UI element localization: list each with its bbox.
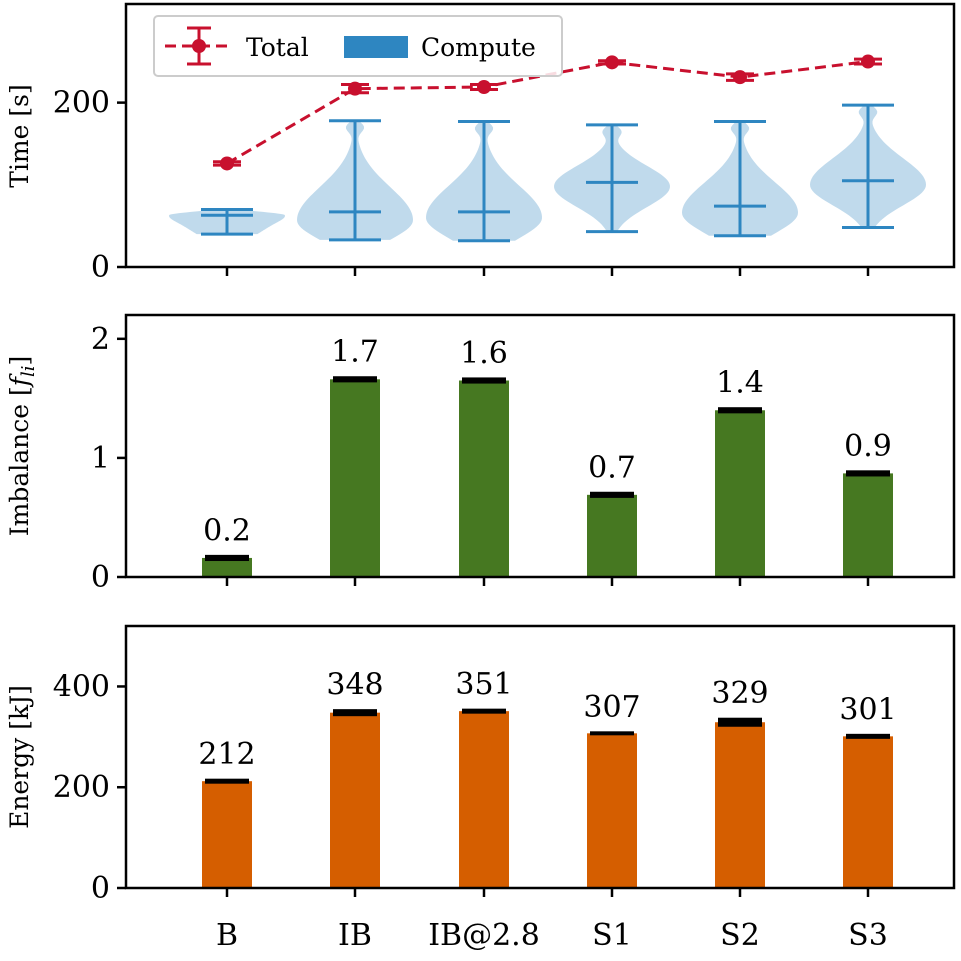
xtick-label: B (216, 918, 238, 953)
energy-panel: 212 348 351 307 329 301 0 200 400 B IB IB@2.8 S1 S2… (5, 624, 956, 953)
bar-value-label: 1.4 (716, 366, 764, 401)
time-panel: 0 200 Time [s] Total Compute (5, 2, 956, 285)
ytick-label: 200 (53, 770, 110, 805)
legend-total-label: Total (246, 33, 309, 62)
ytick-label: 400 (53, 669, 110, 704)
bar (587, 733, 637, 888)
imbalance-marks: 0.2 1.7 1.6 0.7 1.4 0.9 (202, 335, 893, 577)
bar-errorbar (846, 733, 890, 739)
legend-total-swatch (165, 26, 233, 66)
bar-errorbar (718, 717, 762, 727)
time-yticks: 0 200 (53, 86, 126, 285)
imbalance-yticks: 0 1 2 (91, 322, 126, 595)
energy-marks: 212 348 351 307 329 301 (198, 667, 897, 888)
imbalance-axis-label-text: Imbalance [ (5, 386, 34, 536)
energy-yticks: 0 200 400 (53, 669, 126, 906)
bar-value-label: 348 (326, 668, 383, 703)
total-point (733, 70, 747, 85)
imbalance-plot-frame (124, 313, 956, 579)
time-legend: Total Compute (153, 15, 563, 77)
imbalance-axis-label-subscript: li (18, 365, 39, 377)
time-marks (169, 54, 926, 243)
ytick-label: 200 (53, 86, 110, 121)
bar-value-label: 212 (198, 737, 255, 772)
imbalance-xticks (225, 577, 870, 586)
xtick-label: S1 (592, 918, 632, 953)
bar-value-label: 351 (455, 667, 512, 702)
bar-errorbar (333, 376, 377, 383)
bar-errorbar (205, 554, 249, 562)
xtick-label: IB@2.8 (428, 918, 540, 953)
bar-errorbar (205, 778, 249, 784)
bar-errorbar (846, 470, 890, 477)
bar (587, 494, 637, 577)
bar (459, 380, 509, 577)
bar-value-label: 307 (583, 690, 640, 725)
bar-value-label: 1.7 (331, 335, 379, 370)
bar-errorbar (462, 708, 506, 714)
total-point (220, 156, 234, 171)
ytick-label: 0 (91, 871, 110, 906)
bar (330, 712, 380, 888)
bar-value-label: 1.6 (460, 336, 508, 371)
bar (843, 736, 893, 888)
imbalance-axis-label-symbol: f (5, 373, 34, 388)
ytick-label: 1 (91, 441, 110, 476)
bar (715, 410, 765, 577)
legend-compute-swatch (344, 36, 408, 58)
imbalance-axis-label: Imbalance [fli] (5, 356, 39, 537)
total-point (861, 54, 875, 69)
bar (202, 781, 252, 888)
xtick-label: S3 (848, 918, 888, 953)
ytick-label: 0 (91, 560, 110, 595)
bar-value-label: 329 (711, 676, 768, 711)
imbalance-panel: 0.2 1.7 1.6 0.7 1.4 0.9 0 1 2 Imbalance [fli] (5, 313, 956, 595)
total-point (348, 81, 362, 96)
energy-plot-frame (124, 624, 956, 890)
time-plot-frame (124, 2, 956, 269)
bar-errorbar (590, 731, 634, 736)
bar-value-label: 0.9 (844, 429, 892, 464)
bar-errorbar (333, 709, 377, 717)
bar (202, 557, 252, 577)
bar-errorbar (718, 407, 762, 414)
total-point (605, 55, 619, 70)
time-xticks (225, 267, 870, 276)
xtick-label: IB (338, 918, 372, 953)
bar (459, 711, 509, 888)
bar-value-label: 301 (839, 692, 896, 727)
bar-value-label: 0.7 (588, 450, 636, 485)
xtick-label: S2 (720, 918, 760, 953)
bar-errorbar (590, 491, 634, 498)
ytick-label: 0 (91, 250, 110, 285)
time-axis-label: Time [s] (5, 84, 34, 187)
ytick-label: 2 (91, 322, 110, 357)
total-point (477, 80, 491, 95)
bar-value-label: 0.2 (203, 513, 251, 548)
bar (715, 722, 765, 888)
bar (330, 379, 380, 577)
energy-xticks: B IB IB@2.8 S1 S2 S3 (216, 888, 888, 953)
bar-errorbar (462, 377, 506, 384)
energy-axis-label: Energy [kJ] (5, 685, 34, 829)
legend-compute-label: Compute (421, 33, 536, 62)
bar (843, 473, 893, 577)
